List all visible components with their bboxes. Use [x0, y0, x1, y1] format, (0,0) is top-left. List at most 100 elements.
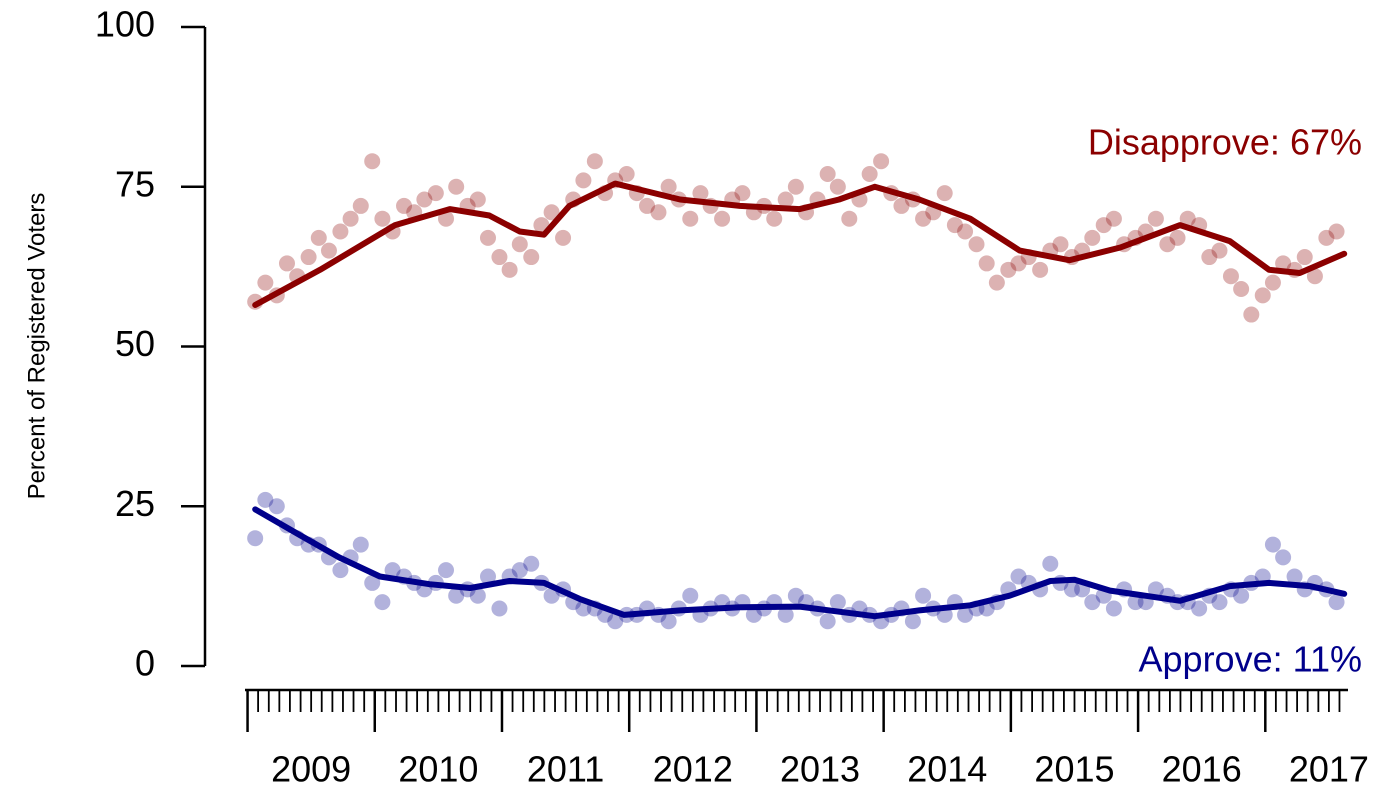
data-point [915, 587, 932, 604]
x-tick-label: 2009 [271, 749, 351, 790]
data-point [618, 165, 635, 182]
data-point [650, 204, 667, 221]
series-label: Disapprove: 67% [1088, 122, 1362, 163]
data-point [523, 555, 540, 572]
data-point [1286, 568, 1303, 585]
data-point [268, 498, 285, 515]
data-point [427, 185, 444, 202]
y-axis-label: Percent of Registered Voters [23, 193, 50, 500]
data-point [1159, 236, 1176, 253]
data-point [957, 606, 974, 623]
data-point [714, 210, 731, 227]
data-point [957, 223, 974, 240]
data-point [384, 562, 401, 579]
data-point [946, 217, 963, 234]
data-point [1243, 306, 1260, 323]
trend-line [252, 506, 1348, 620]
data-point [1084, 594, 1101, 611]
data-point [1328, 594, 1345, 611]
x-tick-label: 2016 [1162, 749, 1242, 790]
data-point [1222, 268, 1239, 285]
data-point [787, 587, 804, 604]
data-point [841, 210, 858, 227]
data-point [915, 210, 932, 227]
data-point [332, 562, 349, 579]
data-point [1147, 210, 1164, 227]
data-point [1191, 600, 1208, 617]
x-tick-label: 2013 [780, 749, 860, 790]
data-point [332, 223, 349, 240]
data-point [819, 613, 836, 630]
data-point [936, 185, 953, 202]
data-point [1032, 261, 1049, 278]
data-point [968, 236, 985, 253]
data-point [1179, 210, 1196, 227]
data-point [1296, 249, 1313, 266]
data-point [819, 165, 836, 182]
data-point [342, 210, 359, 227]
data-point [438, 210, 455, 227]
data-point [682, 210, 699, 227]
data-point [745, 606, 762, 623]
data-point [692, 185, 709, 202]
data-point [1264, 536, 1281, 553]
data-point [374, 210, 391, 227]
data-point [543, 204, 560, 221]
y-tick-label: 100 [95, 4, 155, 45]
data-point [1147, 581, 1164, 598]
data-point [766, 210, 783, 227]
y-tick-label: 75 [115, 163, 155, 204]
data-point [320, 242, 337, 259]
x-tick-label: 2015 [1034, 749, 1114, 790]
data-point [469, 587, 486, 604]
data-point [523, 249, 540, 266]
x-tick-label: 2014 [907, 749, 987, 790]
data-point [1063, 581, 1080, 598]
data-point [511, 562, 528, 579]
data-point [257, 274, 274, 291]
data-point [639, 197, 656, 214]
data-point [352, 536, 369, 553]
data-point [543, 587, 560, 604]
data-point [352, 197, 369, 214]
data-point [1275, 255, 1292, 272]
data-point [555, 229, 572, 246]
data-point [660, 613, 677, 630]
y-tick-label: 50 [115, 323, 155, 364]
data-point [1105, 210, 1122, 227]
data-point [1211, 594, 1228, 611]
data-point [904, 613, 921, 630]
data-point [1000, 261, 1017, 278]
data-point [310, 229, 327, 246]
data-point [988, 274, 1005, 291]
data-point [1201, 249, 1218, 266]
data-point [978, 255, 995, 272]
data-point [257, 491, 274, 508]
data-point [479, 568, 496, 585]
data-point [607, 613, 624, 630]
y-tick-label: 25 [115, 483, 155, 524]
data-point [787, 178, 804, 195]
data-point [1275, 549, 1292, 566]
data-point [448, 178, 465, 195]
data-point [396, 197, 413, 214]
data-point [861, 165, 878, 182]
data-point [734, 185, 751, 202]
data-point [829, 178, 846, 195]
data-point [586, 153, 603, 170]
data-point [469, 191, 486, 208]
x-tick-label: 2010 [398, 749, 478, 790]
data-point [364, 153, 381, 170]
data-point [479, 229, 496, 246]
data-point [1095, 217, 1112, 234]
data-point [1318, 229, 1335, 246]
data-point [300, 249, 317, 266]
data-point [1306, 268, 1323, 285]
data-point [1042, 555, 1059, 572]
data-point [1233, 280, 1250, 297]
data-point [491, 249, 508, 266]
data-point [1084, 229, 1101, 246]
data-point [511, 236, 528, 253]
data-point [1264, 274, 1281, 291]
data-point [1328, 223, 1345, 240]
